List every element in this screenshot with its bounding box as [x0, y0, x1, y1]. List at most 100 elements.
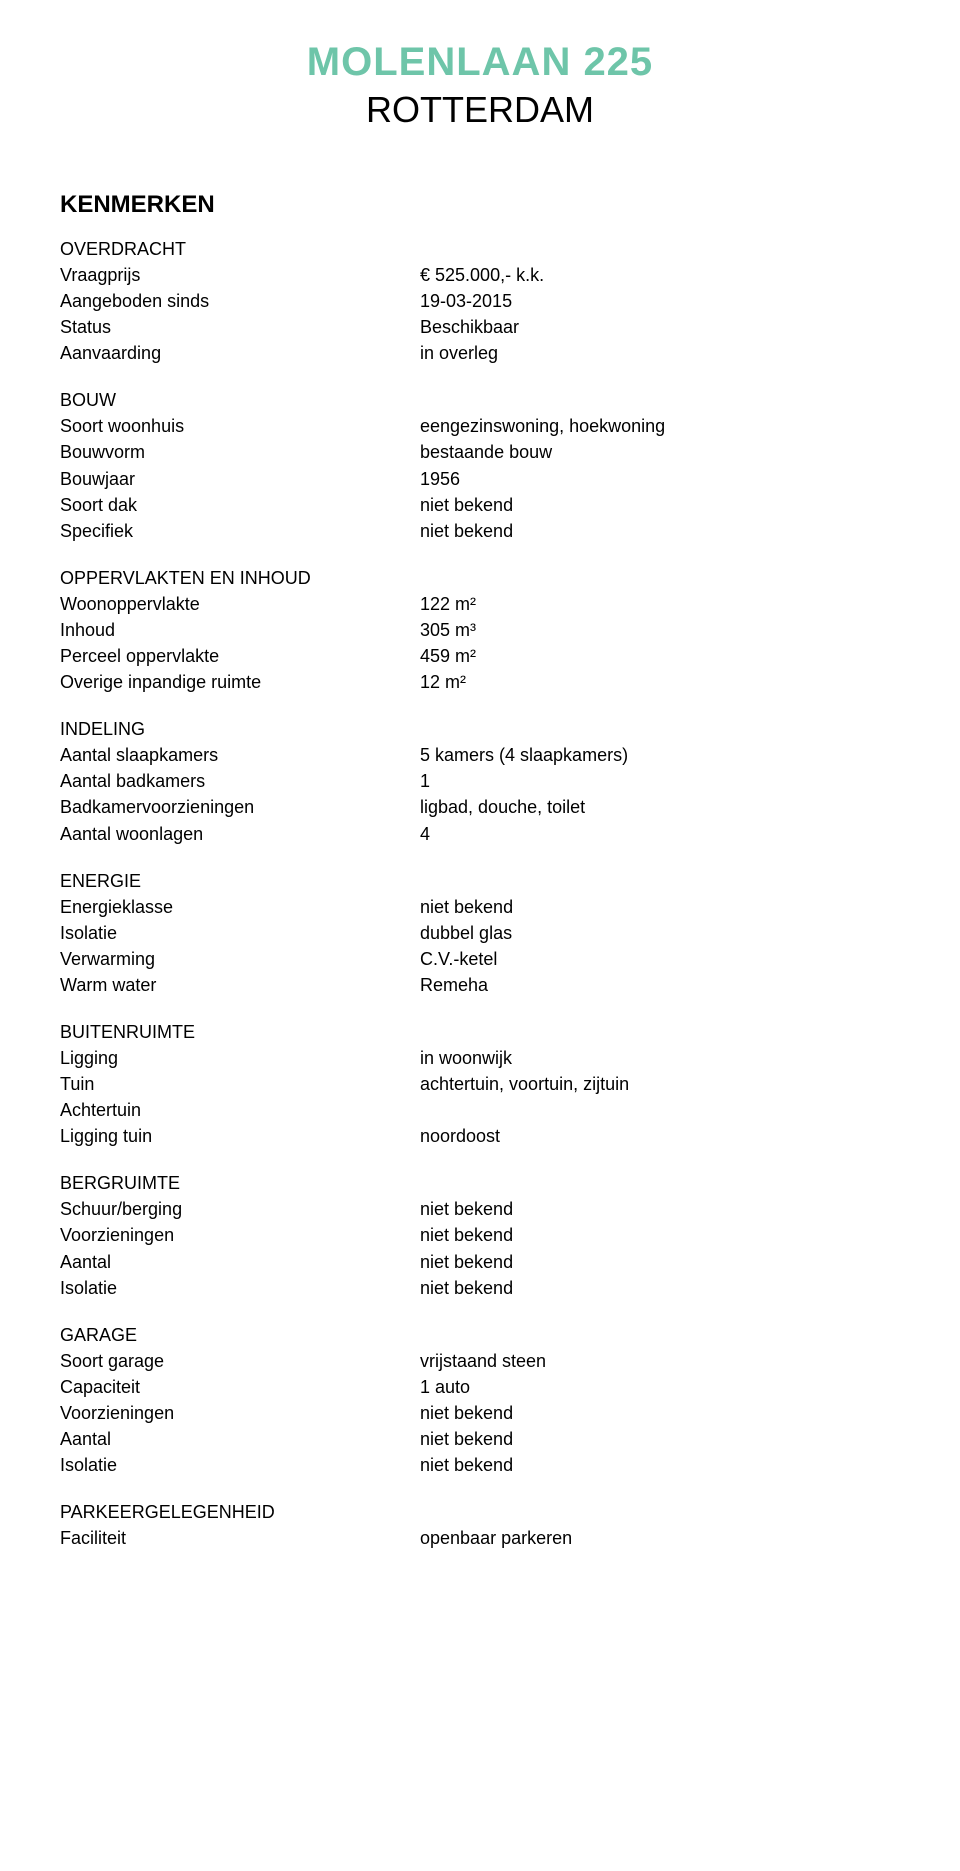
property-label: Aantal woonlagen: [60, 821, 420, 847]
property-row: Aantal woonlagen4: [60, 821, 900, 847]
property-value: noordoost: [420, 1123, 900, 1149]
property-value: niet bekend: [420, 1249, 900, 1275]
property-label: Overige inpandige ruimte: [60, 669, 420, 695]
property-value: 12 m²: [420, 669, 900, 695]
property-value: 1956: [420, 466, 900, 492]
property-value: dubbel glas: [420, 920, 900, 946]
property-row: Tuinachtertuin, voortuin, zijtuin: [60, 1071, 900, 1097]
section-group: BERGRUIMTESchuur/bergingniet bekendVoorz…: [60, 1173, 900, 1300]
section-group: BOUWSoort woonhuiseengezinswoning, hoekw…: [60, 390, 900, 543]
property-row: Capaciteit1 auto: [60, 1374, 900, 1400]
property-row: Bouwjaar1956: [60, 466, 900, 492]
section-heading: BOUW: [60, 390, 900, 411]
property-value: vrijstaand steen: [420, 1348, 900, 1374]
property-row: Achtertuin: [60, 1097, 900, 1123]
property-label: Soort woonhuis: [60, 413, 420, 439]
property-label: Ligging tuin: [60, 1123, 420, 1149]
property-label: Badkamervoorzieningen: [60, 794, 420, 820]
property-label: Specifiek: [60, 518, 420, 544]
property-value: openbaar parkeren: [420, 1525, 900, 1551]
property-label: Faciliteit: [60, 1525, 420, 1551]
property-value: bestaande bouw: [420, 439, 900, 465]
property-row: Faciliteitopenbaar parkeren: [60, 1525, 900, 1551]
property-row: Ligging tuinnoordoost: [60, 1123, 900, 1149]
section-group: BUITENRUIMTELiggingin woonwijkTuinachter…: [60, 1022, 900, 1149]
property-label: Isolatie: [60, 1452, 420, 1478]
property-row: Voorzieningenniet bekend: [60, 1400, 900, 1426]
property-value: niet bekend: [420, 1196, 900, 1222]
property-label: Warm water: [60, 972, 420, 998]
section-heading: PARKEERGELEGENHEID: [60, 1502, 900, 1523]
property-label: Ligging: [60, 1045, 420, 1071]
property-label: Aantal: [60, 1249, 420, 1275]
property-row: Woonoppervlakte122 m²: [60, 591, 900, 617]
section-group: INDELINGAantal slaapkamers5 kamers (4 sl…: [60, 719, 900, 846]
property-value: ligbad, douche, toilet: [420, 794, 900, 820]
property-row: Soort garagevrijstaand steen: [60, 1348, 900, 1374]
property-value: achtertuin, voortuin, zijtuin: [420, 1071, 900, 1097]
header: MOLENLAAN 225 ROTTERDAM: [60, 40, 900, 131]
property-value: Remeha: [420, 972, 900, 998]
section-heading: ENERGIE: [60, 871, 900, 892]
property-value: eengezinswoning, hoekwoning: [420, 413, 900, 439]
property-value: 305 m³: [420, 617, 900, 643]
property-label: Aangeboden sinds: [60, 288, 420, 314]
section-heading: INDELING: [60, 719, 900, 740]
property-row: Bouwvormbestaande bouw: [60, 439, 900, 465]
section-heading: OPPERVLAKTEN EN INHOUD: [60, 568, 900, 589]
property-label: Aantal: [60, 1426, 420, 1452]
property-label: Soort garage: [60, 1348, 420, 1374]
property-label: Bouwjaar: [60, 466, 420, 492]
property-label: Achtertuin: [60, 1097, 420, 1123]
property-row: Isolatieniet bekend: [60, 1275, 900, 1301]
property-label: Voorzieningen: [60, 1222, 420, 1248]
property-label: Soort dak: [60, 492, 420, 518]
property-row: Aantal badkamers1: [60, 768, 900, 794]
property-label: Aanvaarding: [60, 340, 420, 366]
property-value: niet bekend: [420, 1452, 900, 1478]
property-row: Aantalniet bekend: [60, 1426, 900, 1452]
property-row: Aanvaardingin overleg: [60, 340, 900, 366]
property-value: niet bekend: [420, 492, 900, 518]
property-row: StatusBeschikbaar: [60, 314, 900, 340]
property-row: Schuur/bergingniet bekend: [60, 1196, 900, 1222]
property-value: 1 auto: [420, 1374, 900, 1400]
property-value: € 525.000,- k.k.: [420, 262, 900, 288]
property-value: 19-03-2015: [420, 288, 900, 314]
property-label: Schuur/berging: [60, 1196, 420, 1222]
property-row: Badkamervoorzieningenligbad, douche, toi…: [60, 794, 900, 820]
property-value: 4: [420, 821, 900, 847]
property-label: Capaciteit: [60, 1374, 420, 1400]
property-value: Beschikbaar: [420, 314, 900, 340]
section-group: GARAGESoort garagevrijstaand steenCapaci…: [60, 1325, 900, 1478]
property-row: Perceel oppervlakte459 m²: [60, 643, 900, 669]
property-row: Liggingin woonwijk: [60, 1045, 900, 1071]
property-label: Verwarming: [60, 946, 420, 972]
property-value: niet bekend: [420, 1275, 900, 1301]
property-label: Tuin: [60, 1071, 420, 1097]
property-label: Woonoppervlakte: [60, 591, 420, 617]
section-group: PARKEERGELEGENHEIDFaciliteitopenbaar par…: [60, 1502, 900, 1551]
property-label: Aantal badkamers: [60, 768, 420, 794]
property-label: Inhoud: [60, 617, 420, 643]
property-row: Vraagprijs€ 525.000,- k.k.: [60, 262, 900, 288]
property-value: niet bekend: [420, 518, 900, 544]
property-row: Energieklasseniet bekend: [60, 894, 900, 920]
property-value: in woonwijk: [420, 1045, 900, 1071]
section-heading: BUITENRUIMTE: [60, 1022, 900, 1043]
property-value: [420, 1097, 900, 1123]
property-row: Aangeboden sinds19-03-2015: [60, 288, 900, 314]
property-row: Soort woonhuiseengezinswoning, hoekwonin…: [60, 413, 900, 439]
property-label: Vraagprijs: [60, 262, 420, 288]
property-row: Isolatiedubbel glas: [60, 920, 900, 946]
property-row: Voorzieningenniet bekend: [60, 1222, 900, 1248]
page-subtitle: ROTTERDAM: [60, 89, 900, 131]
property-label: Voorzieningen: [60, 1400, 420, 1426]
property-value: niet bekend: [420, 894, 900, 920]
section-group: ENERGIEEnergieklasseniet bekendIsolatied…: [60, 871, 900, 998]
property-label: Bouwvorm: [60, 439, 420, 465]
page-title: MOLENLAAN 225: [60, 40, 900, 85]
property-value: 1: [420, 768, 900, 794]
property-row: Aantalniet bekend: [60, 1249, 900, 1275]
property-label: Status: [60, 314, 420, 340]
